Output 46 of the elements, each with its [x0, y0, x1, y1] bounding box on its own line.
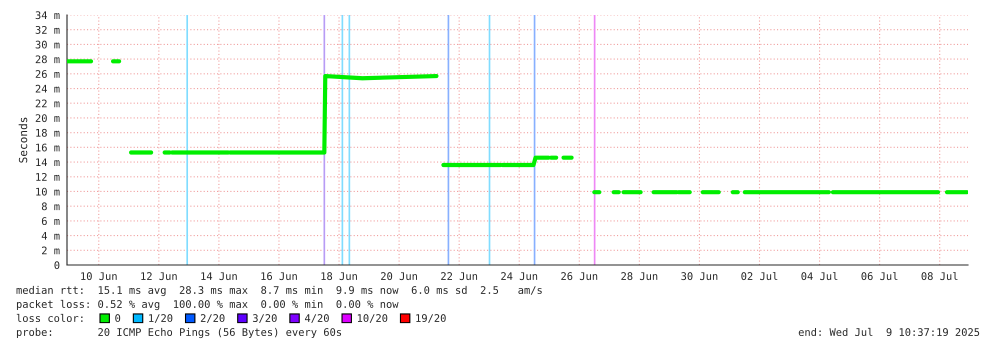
- y-tick-label: 10 m: [36, 188, 60, 196]
- y-tick-label: 34 m: [36, 11, 60, 20]
- text: median rtt: 15.1 ms avg 28.3 ms max 8.7 ms min 9.9 ms now 6.0 ms sd 2.5 am/s: [16, 286, 542, 296]
- y-tick-label: 28 m: [36, 55, 60, 64]
- text: packet loss: 0.52 % avg 100.00 % max 0.00 % min 0.00 % now: [16, 300, 399, 310]
- x-tick-label: 28 Jun: [621, 272, 658, 280]
- y-tick-label: 12 m: [36, 173, 60, 181]
- y-tick-label: 30 m: [36, 40, 60, 49]
- y-tick-label: 16 m: [36, 144, 60, 152]
- x-tick-label: 20 Jun: [381, 272, 417, 280]
- legend-label: 4/20: [304, 314, 329, 323]
- legend-label: 0: [115, 314, 120, 322]
- x-tick-label: 22 Jun: [441, 272, 478, 280]
- legend-title: loss color:: [16, 314, 82, 322]
- y-tick-label: 22 m: [36, 99, 60, 108]
- x-tick-label: 12 Jun: [141, 272, 177, 280]
- y-tick-label: 24 m: [36, 84, 60, 93]
- legend-label: 10/20: [358, 314, 388, 323]
- legend-label: 2/20: [200, 314, 225, 323]
- x-tick-label: 08 Jul: [922, 272, 958, 280]
- y-tick-label: 32 m: [36, 26, 60, 34]
- y-tick-label: 2 m: [42, 246, 60, 254]
- x-tick-label: 16 Jun: [261, 272, 297, 280]
- y-tick-label: 8 m: [42, 202, 60, 210]
- x-tick-label: 30 Jun: [681, 272, 718, 280]
- y-tick-label: 4 m: [42, 232, 60, 240]
- x-tick-label: 26 Jun: [561, 272, 598, 280]
- legend-label: 1/20: [149, 314, 172, 323]
- y-tick-label: 18 m: [36, 128, 60, 137]
- y-tick-label: 0: [54, 261, 60, 270]
- x-tick-label: 10 Jun: [81, 272, 117, 280]
- y-tick-label: 20 m: [36, 114, 60, 122]
- x-tick-label: 18 Jun: [321, 272, 357, 280]
- text: end: Wed Jul 9 10:37:19 2025: [798, 328, 980, 336]
- y-tick-label: 14 m: [36, 158, 60, 166]
- x-tick-label: 04 Jul: [801, 272, 838, 280]
- legend-label: 3/20: [252, 314, 277, 323]
- x-tick-label: 02 Jul: [741, 272, 778, 280]
- y-axis-title: Seconds: [18, 118, 28, 163]
- x-tick-label: 06 Jul: [861, 272, 898, 280]
- x-tick-label: 14 Jun: [201, 272, 237, 280]
- text: probe: 20 ICMP Echo Pings (56 Bytes) every 60s: [16, 328, 342, 338]
- x-tick-label: 24 Jun: [501, 272, 538, 280]
- y-tick-label: 26 m: [36, 70, 60, 78]
- legend-label: 19/20: [416, 314, 446, 323]
- y-tick-label: 6 m: [42, 217, 60, 226]
